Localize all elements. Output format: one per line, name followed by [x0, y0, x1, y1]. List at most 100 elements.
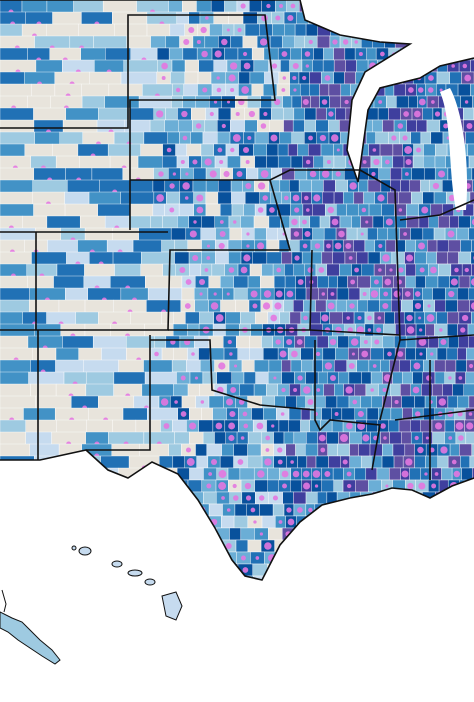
county — [442, 383, 453, 397]
county — [372, 215, 384, 229]
county — [251, 47, 265, 61]
county-dot — [192, 159, 198, 165]
county-dot — [180, 375, 186, 381]
county-dot — [350, 338, 359, 346]
county — [367, 227, 378, 241]
county-dot — [348, 256, 353, 260]
county — [237, 347, 250, 361]
county-dot — [451, 459, 457, 465]
county-dot — [332, 39, 338, 45]
county — [405, 239, 416, 253]
county — [214, 431, 226, 445]
county — [405, 275, 416, 289]
county-dot — [462, 63, 468, 69]
county-dot — [225, 398, 234, 406]
county-dot — [213, 100, 218, 104]
county-dot — [378, 243, 383, 249]
county — [360, 395, 372, 409]
county — [465, 131, 474, 145]
county-dot — [240, 266, 248, 274]
county-dot — [418, 242, 426, 250]
county-dot — [255, 556, 260, 560]
county — [425, 323, 435, 337]
county — [168, 47, 184, 61]
county-dot — [205, 16, 209, 20]
county — [333, 155, 347, 169]
county — [249, 347, 264, 361]
county — [468, 287, 474, 301]
county — [186, 143, 202, 157]
county — [404, 443, 415, 457]
county — [284, 23, 296, 37]
county — [370, 371, 383, 385]
county-dot — [294, 255, 300, 261]
county — [390, 383, 401, 397]
county — [409, 179, 421, 193]
county-dot — [275, 15, 281, 21]
county — [392, 443, 406, 457]
county — [308, 143, 322, 157]
county — [332, 251, 346, 265]
county-dot — [331, 218, 339, 226]
county — [216, 371, 232, 385]
county — [435, 143, 448, 157]
county-dot — [464, 74, 472, 82]
county — [406, 203, 420, 217]
county — [323, 179, 336, 193]
county — [303, 299, 316, 313]
county-dot — [229, 410, 236, 418]
county — [388, 419, 400, 433]
county-dot — [281, 88, 286, 92]
county-dot — [297, 279, 304, 285]
county-dot — [321, 99, 328, 105]
county — [334, 383, 344, 397]
county — [433, 191, 447, 205]
county — [367, 179, 382, 193]
island — [127, 569, 143, 577]
county-dot — [367, 328, 372, 332]
county — [230, 179, 243, 193]
county-dot — [469, 363, 474, 369]
county-dot — [448, 436, 453, 440]
county-dot — [340, 434, 348, 442]
county — [422, 107, 434, 121]
county-dot — [294, 207, 300, 213]
county — [458, 275, 471, 289]
county-dot — [217, 147, 223, 153]
county-dot — [196, 39, 201, 45]
county-dot — [430, 266, 437, 274]
county-dot — [349, 303, 355, 309]
county — [344, 71, 356, 85]
county — [165, 107, 178, 121]
county — [189, 431, 204, 445]
county — [184, 59, 200, 73]
county-dot — [297, 507, 303, 513]
county — [393, 455, 404, 469]
county — [254, 227, 267, 241]
county — [468, 335, 474, 349]
county — [457, 299, 470, 313]
county — [244, 119, 258, 133]
county — [423, 143, 436, 157]
county — [382, 443, 394, 457]
county — [333, 479, 344, 493]
county-dot — [228, 422, 236, 430]
county-dot — [344, 99, 349, 105]
county — [411, 191, 423, 205]
county-dot — [326, 243, 331, 249]
county — [189, 467, 204, 481]
county — [162, 215, 178, 229]
county — [266, 383, 278, 397]
county — [449, 215, 459, 229]
county — [381, 203, 395, 217]
county-dot — [418, 328, 423, 332]
county — [469, 191, 474, 205]
county — [361, 371, 372, 385]
county — [263, 347, 279, 361]
county — [191, 107, 206, 121]
county — [377, 107, 389, 121]
county — [231, 203, 244, 217]
border-east-1 — [359, 169, 474, 421]
county — [291, 131, 305, 145]
county-dot — [189, 422, 197, 430]
